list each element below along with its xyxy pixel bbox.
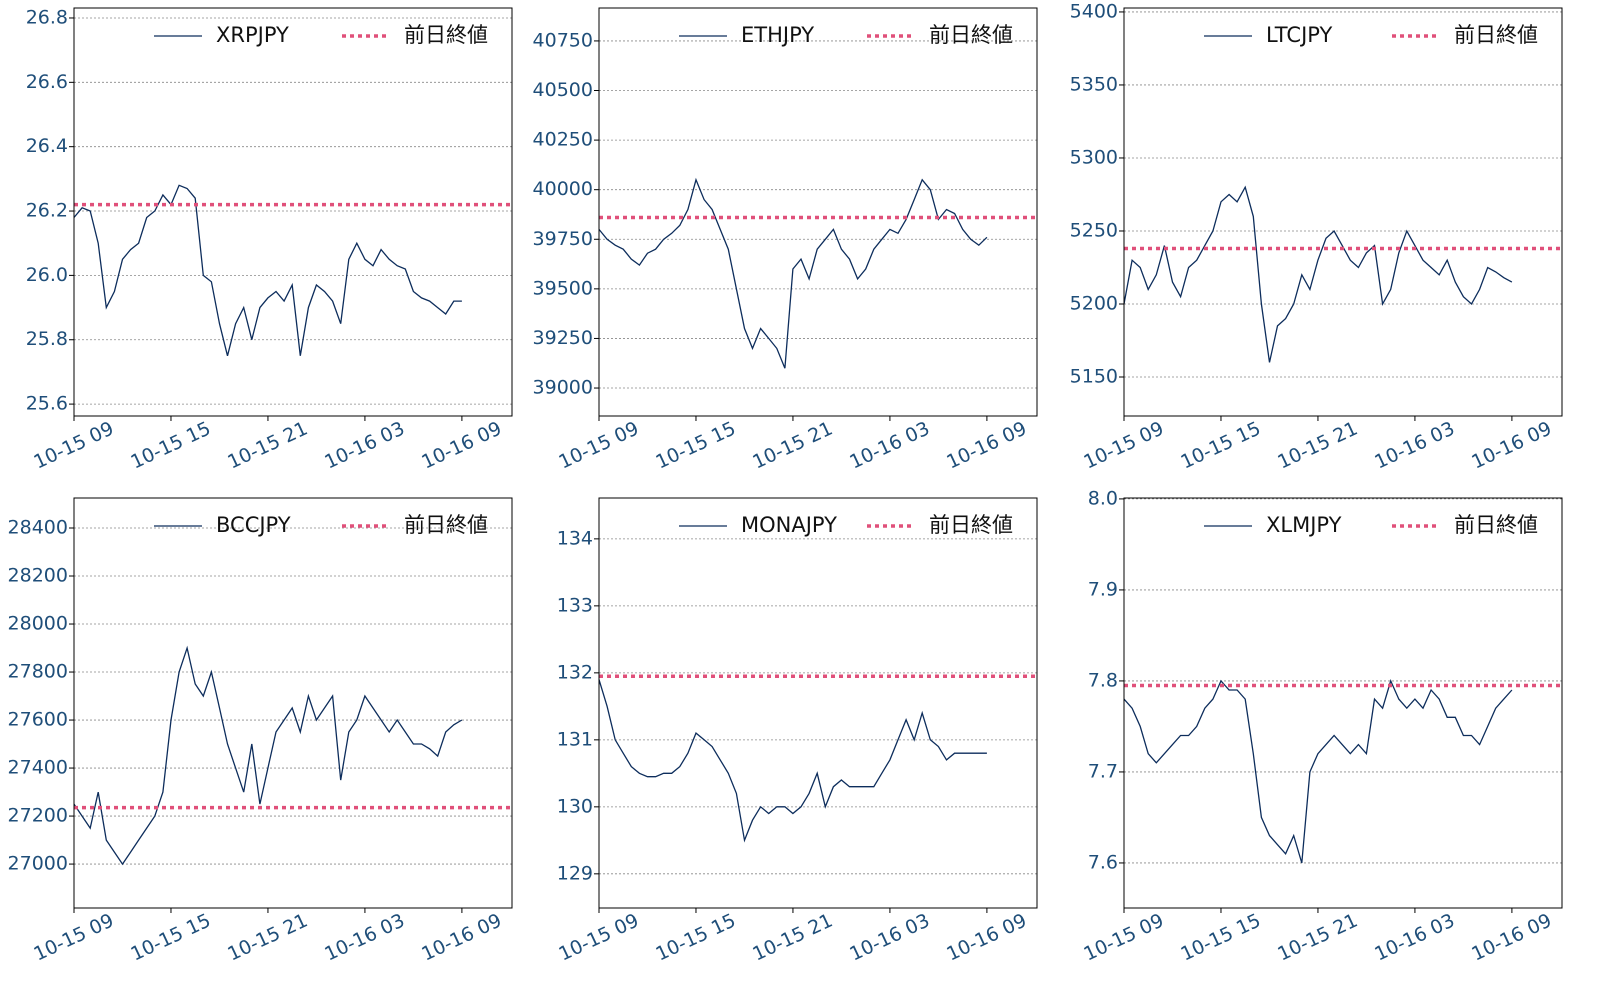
y-tick-label: 27400 — [8, 757, 68, 779]
axes-frame — [73, 497, 513, 909]
x-tick-label: 10-16 03 — [321, 910, 408, 966]
x-tick-label: 10-15 15 — [127, 910, 214, 966]
y-tick-label: 26.6 — [26, 71, 68, 93]
y-tick-label: 40500 — [533, 79, 593, 101]
price-line — [1123, 185, 1513, 363]
x-tick-label: 10-15 15 — [1177, 418, 1264, 474]
y-tick-label: 27200 — [8, 805, 68, 827]
y-tick-label: 5300 — [1070, 146, 1118, 168]
x-tick-label: 10-16 09 — [418, 418, 505, 474]
x-tick-label: 10-15 09 — [555, 418, 642, 474]
y-tick-label: 40750 — [533, 29, 593, 51]
y-tick-label: 26.4 — [26, 135, 68, 157]
axes-frame — [1123, 7, 1563, 417]
y-tick-label: 132 — [557, 661, 593, 683]
x-tick-label: 10-16 09 — [1468, 418, 1555, 474]
y-tick-label: 27800 — [8, 661, 68, 683]
y-tick-label: 28200 — [8, 565, 68, 587]
x-tick-label: 10-16 03 — [1371, 910, 1458, 966]
price-line — [73, 645, 463, 866]
price-line — [73, 184, 462, 356]
y-tick-label: 28400 — [8, 517, 68, 539]
y-tick-label: 5250 — [1070, 219, 1118, 241]
y-tick-label: 39750 — [533, 228, 593, 250]
x-tick-label: 10-15 21 — [224, 418, 311, 474]
y-tick-label: 131 — [557, 728, 593, 750]
legend-label: 前日終値 — [1454, 23, 1538, 47]
x-tick-label: 10-15 15 — [1177, 910, 1264, 966]
y-tick-label: 8.0 — [1088, 487, 1118, 509]
x-tick-label: 10-15 21 — [224, 910, 311, 966]
x-tick-label: 10-15 21 — [749, 910, 836, 966]
y-tick-label: 7.7 — [1088, 760, 1118, 782]
y-tick-label: 26.8 — [26, 6, 68, 28]
legend-label: XRPJPY — [216, 23, 289, 47]
legend-label: 前日終値 — [929, 513, 1013, 537]
y-tick-label: 26.0 — [26, 264, 68, 286]
legend-label: 前日終値 — [929, 23, 1013, 47]
y-tick-label: 39000 — [533, 377, 593, 399]
x-tick-label: 10-15 21 — [1274, 418, 1361, 474]
y-tick-label: 28000 — [8, 613, 68, 635]
legend-label: MONAJPY — [741, 513, 837, 537]
x-tick-label: 10-16 03 — [321, 418, 408, 474]
x-tick-label: 10-15 15 — [652, 418, 739, 474]
y-tick-label: 7.6 — [1088, 851, 1118, 873]
legend-label: 前日終値 — [404, 23, 488, 47]
axes-frame — [73, 7, 513, 417]
price-line — [1123, 679, 1513, 864]
legend-label: LTCJPY — [1266, 23, 1332, 47]
y-tick-label: 5150 — [1070, 366, 1118, 388]
x-tick-label: 10-15 09 — [1080, 910, 1167, 966]
y-tick-label: 27600 — [8, 709, 68, 731]
x-tick-label: 10-16 09 — [1468, 910, 1555, 966]
x-tick-label: 10-16 03 — [1371, 418, 1458, 474]
y-tick-label: 40000 — [533, 178, 593, 200]
x-tick-label: 10-16 09 — [418, 910, 505, 966]
x-tick-label: 10-15 09 — [1080, 418, 1167, 474]
x-tick-label: 10-15 21 — [1274, 910, 1361, 966]
x-tick-label: 10-16 03 — [846, 910, 933, 966]
axes-frame — [1123, 497, 1563, 909]
x-tick-label: 10-15 15 — [652, 910, 739, 966]
y-tick-label: 26.2 — [26, 200, 68, 222]
legend-label: 前日終値 — [404, 513, 488, 537]
y-tick-label: 7.8 — [1088, 669, 1118, 691]
y-tick-label: 5400 — [1070, 0, 1118, 22]
x-tick-label: 10-15 21 — [749, 418, 836, 474]
x-tick-label: 10-15 09 — [30, 910, 117, 966]
y-tick-label: 130 — [557, 795, 593, 817]
y-tick-label: 5350 — [1070, 73, 1118, 95]
x-tick-label: 10-16 03 — [846, 418, 933, 474]
legend-label: XLMJPY — [1266, 513, 1342, 537]
x-tick-label: 10-15 09 — [30, 418, 117, 474]
y-tick-label: 7.9 — [1088, 578, 1118, 600]
y-tick-label: 134 — [557, 527, 593, 549]
y-tick-label: 129 — [557, 862, 593, 884]
y-tick-label: 39500 — [533, 277, 593, 299]
y-tick-label: 25.6 — [26, 393, 68, 415]
x-tick-label: 10-16 09 — [943, 910, 1030, 966]
y-tick-label: 39250 — [533, 327, 593, 349]
y-tick-label: 5200 — [1070, 292, 1118, 314]
price-line — [598, 679, 987, 843]
x-tick-label: 10-15 09 — [555, 910, 642, 966]
legend-label: ETHJPY — [741, 23, 814, 47]
x-tick-label: 10-15 15 — [127, 418, 214, 474]
axes-frame — [598, 497, 1038, 909]
y-tick-label: 133 — [557, 594, 593, 616]
price-line — [598, 177, 988, 369]
axes-frame — [598, 7, 1038, 417]
legend-label: 前日終値 — [1454, 513, 1538, 537]
y-tick-label: 27000 — [8, 853, 68, 875]
y-tick-label: 25.8 — [26, 328, 68, 350]
y-tick-label: 40250 — [533, 129, 593, 151]
legend-label: BCCJPY — [216, 513, 291, 537]
x-tick-label: 10-16 09 — [943, 418, 1030, 474]
